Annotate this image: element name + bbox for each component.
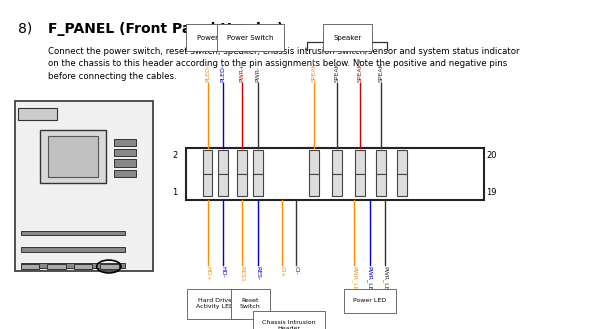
Bar <box>48 136 98 177</box>
Text: SPEAK-: SPEAK- <box>335 61 340 82</box>
Bar <box>20 264 40 269</box>
Text: PLED-: PLED- <box>220 64 226 82</box>
Bar <box>100 264 119 269</box>
Text: RES-: RES- <box>255 266 260 280</box>
Bar <box>47 264 66 269</box>
Bar <box>397 174 407 196</box>
Bar <box>203 150 212 174</box>
Text: Connect the power switch, reset switch, speaker, chassis intrusion switch/sensor: Connect the power switch, reset switch, … <box>48 47 520 81</box>
Bar <box>20 231 125 236</box>
Text: PLED+: PLED+ <box>205 61 210 82</box>
Text: SPEAK-: SPEAK- <box>379 61 383 82</box>
Text: CI-: CI- <box>294 266 299 275</box>
Bar <box>18 108 56 120</box>
Bar <box>20 247 125 252</box>
Bar <box>332 150 342 174</box>
Text: PWR_LED-: PWR_LED- <box>367 266 373 298</box>
Bar <box>186 148 484 200</box>
Text: PWR+: PWR+ <box>240 63 245 82</box>
Bar <box>355 174 365 196</box>
Bar <box>397 150 407 174</box>
Text: 19: 19 <box>487 189 497 197</box>
Text: F_PANEL (Front Panel Header): F_PANEL (Front Panel Header) <box>48 22 284 36</box>
Text: 2: 2 <box>173 151 178 160</box>
Text: Power Switch: Power Switch <box>227 35 274 41</box>
Bar <box>40 130 106 183</box>
Text: RES1: RES1 <box>240 266 245 282</box>
Bar <box>309 174 319 196</box>
Text: PWR_LED+: PWR_LED+ <box>352 266 357 301</box>
Text: 8): 8) <box>18 22 32 36</box>
Bar <box>376 150 386 174</box>
Text: Reset
Switch: Reset Switch <box>240 298 260 309</box>
Bar <box>253 150 263 174</box>
Bar <box>20 263 125 268</box>
Text: HD+: HD+ <box>205 266 210 281</box>
Bar <box>309 150 319 174</box>
Text: Speaker: Speaker <box>333 35 361 41</box>
Bar <box>355 150 365 174</box>
Bar <box>218 174 228 196</box>
Bar <box>203 174 212 196</box>
Bar <box>74 264 92 269</box>
Bar <box>253 174 263 196</box>
Bar <box>238 150 247 174</box>
Text: CI+: CI+ <box>280 266 285 278</box>
Text: HD-: HD- <box>220 266 226 278</box>
Text: Chassis Intrusion
Header: Chassis Intrusion Header <box>262 320 316 329</box>
Text: 1: 1 <box>173 189 178 197</box>
Bar <box>376 174 386 196</box>
FancyBboxPatch shape <box>15 101 153 270</box>
Text: PWR-: PWR- <box>255 66 260 82</box>
Bar <box>115 139 136 146</box>
Bar <box>115 160 136 167</box>
Text: 20: 20 <box>487 151 497 160</box>
Bar <box>332 174 342 196</box>
Text: PWR_LED-: PWR_LED- <box>382 266 388 298</box>
Bar <box>115 170 136 177</box>
Text: Hard Drive
Activity LED: Hard Drive Activity LED <box>196 298 234 309</box>
Bar <box>218 150 228 174</box>
Text: SPEAK+: SPEAK+ <box>311 57 316 82</box>
Bar <box>115 149 136 157</box>
Bar <box>238 174 247 196</box>
Text: SPEAK+: SPEAK+ <box>358 57 363 82</box>
Text: Power LED: Power LED <box>197 35 233 41</box>
Text: Power LED: Power LED <box>353 298 386 303</box>
